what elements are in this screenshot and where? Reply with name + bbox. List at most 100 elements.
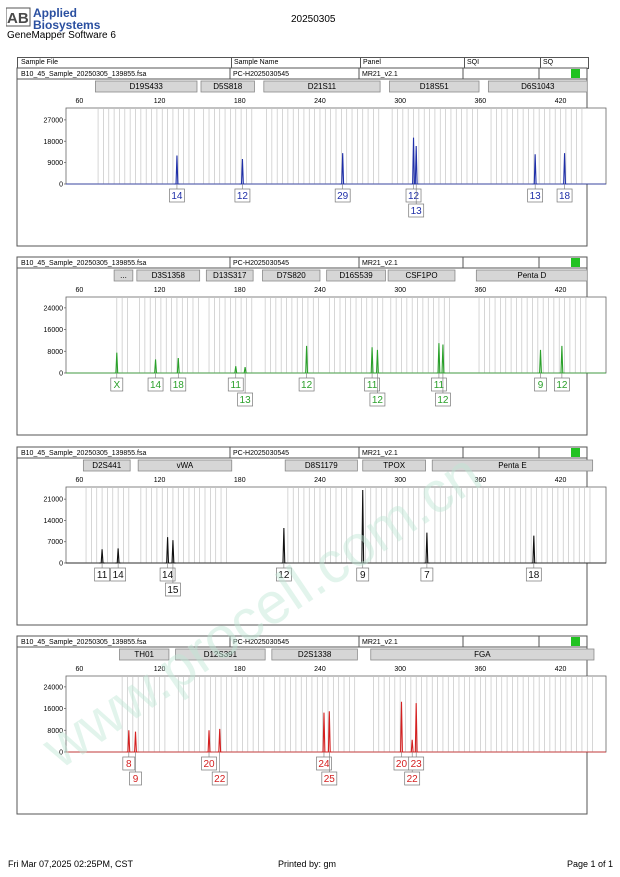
- allele-call-box[interactable]: [227, 377, 244, 392]
- allele-call-box[interactable]: [237, 392, 253, 407]
- allele-call-box[interactable]: [405, 188, 422, 203]
- plot-area: [65, 675, 607, 753]
- x-tick-label: 60: [75, 287, 83, 294]
- locus-marker[interactable]: [284, 459, 358, 472]
- locus-marker[interactable]: [475, 269, 588, 282]
- allele-call-box[interactable]: [404, 771, 421, 786]
- locus-marker[interactable]: [95, 80, 198, 93]
- locus-marker[interactable]: [136, 269, 201, 282]
- allele-call-label: 20: [396, 759, 408, 770]
- allele-call-box[interactable]: [147, 377, 164, 392]
- allele-call-box[interactable]: [431, 377, 447, 392]
- panel-name: MR21_v2.1: [362, 260, 398, 267]
- y-tick-label: 0: [59, 750, 63, 757]
- locus-marker[interactable]: [370, 648, 595, 661]
- allele-call-box[interactable]: [334, 188, 351, 203]
- x-tick-label: 120: [154, 287, 166, 294]
- locus-marker[interactable]: [389, 80, 480, 93]
- locus-marker[interactable]: [431, 459, 594, 472]
- locus-marker[interactable]: [263, 80, 381, 93]
- allele-call-box[interactable]: [393, 756, 410, 771]
- locus-marker[interactable]: [387, 269, 456, 282]
- allele-call-box[interactable]: [159, 567, 176, 582]
- allele-call-box[interactable]: [554, 377, 570, 392]
- allele-call-box[interactable]: [420, 567, 434, 582]
- sample-info-row: [16, 256, 588, 269]
- locus-marker-label: D2S441: [92, 461, 121, 470]
- locus-marker[interactable]: [362, 459, 426, 472]
- allele-call-box[interactable]: [364, 377, 380, 392]
- y-tick-label: 9000: [47, 160, 63, 167]
- locus-marker[interactable]: [326, 269, 386, 282]
- allele-peak: [339, 153, 346, 185]
- allele-call-box[interactable]: [211, 771, 228, 786]
- locus-marker-label: CSF1PO: [406, 271, 438, 280]
- allele-peak: [359, 490, 366, 564]
- panel-frame: [16, 256, 588, 436]
- allele-call-box[interactable]: [276, 567, 292, 582]
- allele-peak: [175, 358, 182, 374]
- allele-call-label: 14: [171, 191, 183, 202]
- allele-call-box[interactable]: [556, 188, 573, 203]
- allele-call-box[interactable]: [316, 756, 332, 771]
- allele-call-box[interactable]: [201, 756, 217, 771]
- allele-call-box[interactable]: [169, 188, 185, 203]
- x-tick-label: 60: [75, 98, 83, 105]
- allele-peak: [410, 137, 417, 185]
- allele-peak: [439, 344, 446, 374]
- allelic-bins: [116, 297, 587, 373]
- allele-call-box[interactable]: [408, 203, 425, 218]
- allele-call-box[interactable]: [525, 567, 542, 582]
- plot-area: [65, 296, 607, 374]
- x-tick-label: 180: [234, 98, 246, 105]
- allele-call-box[interactable]: [534, 377, 547, 392]
- locus-marker[interactable]: [82, 459, 131, 472]
- allele-call-box[interactable]: [408, 756, 425, 771]
- allele-call-box[interactable]: [165, 582, 181, 597]
- allele-call-box[interactable]: [435, 392, 451, 407]
- allele-call-box[interactable]: [170, 377, 187, 392]
- allele-call-box[interactable]: [321, 771, 338, 786]
- y-tick-label: 8000: [47, 728, 63, 735]
- allele-call-box[interactable]: [234, 188, 251, 203]
- x-tick-label: 120: [154, 666, 166, 673]
- allele-call-box[interactable]: [110, 567, 126, 582]
- locus-marker[interactable]: [119, 648, 170, 661]
- x-tick-label: 240: [314, 477, 326, 484]
- allele-call-box[interactable]: [298, 377, 315, 392]
- locus-marker[interactable]: [113, 269, 134, 282]
- locus-marker[interactable]: [205, 269, 254, 282]
- allele-peak: [558, 345, 565, 374]
- x-tick-label: 360: [475, 666, 487, 673]
- printed-by: Printed by: gm: [278, 859, 337, 869]
- allele-call-box[interactable]: [129, 771, 142, 786]
- allele-peak: [115, 548, 122, 564]
- allele-call-box[interactable]: [369, 392, 386, 407]
- locus-marker[interactable]: [487, 80, 588, 93]
- printed-timestamp: Fri Mar 07,2025 02:25PM, CST: [8, 859, 134, 869]
- allele-call-label: 14: [150, 380, 162, 391]
- x-tick-label: 240: [314, 98, 326, 105]
- panel-frame: [16, 446, 588, 626]
- allele-call-box[interactable]: [94, 567, 110, 582]
- locus-marker[interactable]: [262, 269, 321, 282]
- locus-marker[interactable]: [271, 648, 358, 661]
- allele-peak: [164, 537, 171, 564]
- allele-call-label: 11: [434, 380, 445, 391]
- sample-file: B10_45_Sample_20250305_139855.fsa: [21, 639, 146, 646]
- allele-call-box[interactable]: [110, 377, 124, 392]
- locus-marker[interactable]: [175, 648, 266, 661]
- allele-call-box[interactable]: [527, 188, 544, 203]
- allele-peak: [242, 366, 249, 374]
- allele-call-box[interactable]: [122, 756, 136, 771]
- col-sample-name: Sample Name: [234, 59, 279, 66]
- allele-call-box[interactable]: [356, 567, 370, 582]
- locus-marker-label: FGA: [474, 650, 491, 659]
- page-number: Page 1 of 1: [567, 859, 614, 869]
- allele-peak: [232, 366, 239, 374]
- panel-black: B10_45_Sample_20250305_139855.fsa PC-H202…: [16, 446, 607, 626]
- locus-marker[interactable]: [200, 80, 255, 93]
- sizing-quality-flag: [571, 637, 580, 646]
- x-tick-label: 180: [234, 477, 246, 484]
- locus-marker[interactable]: [137, 459, 233, 472]
